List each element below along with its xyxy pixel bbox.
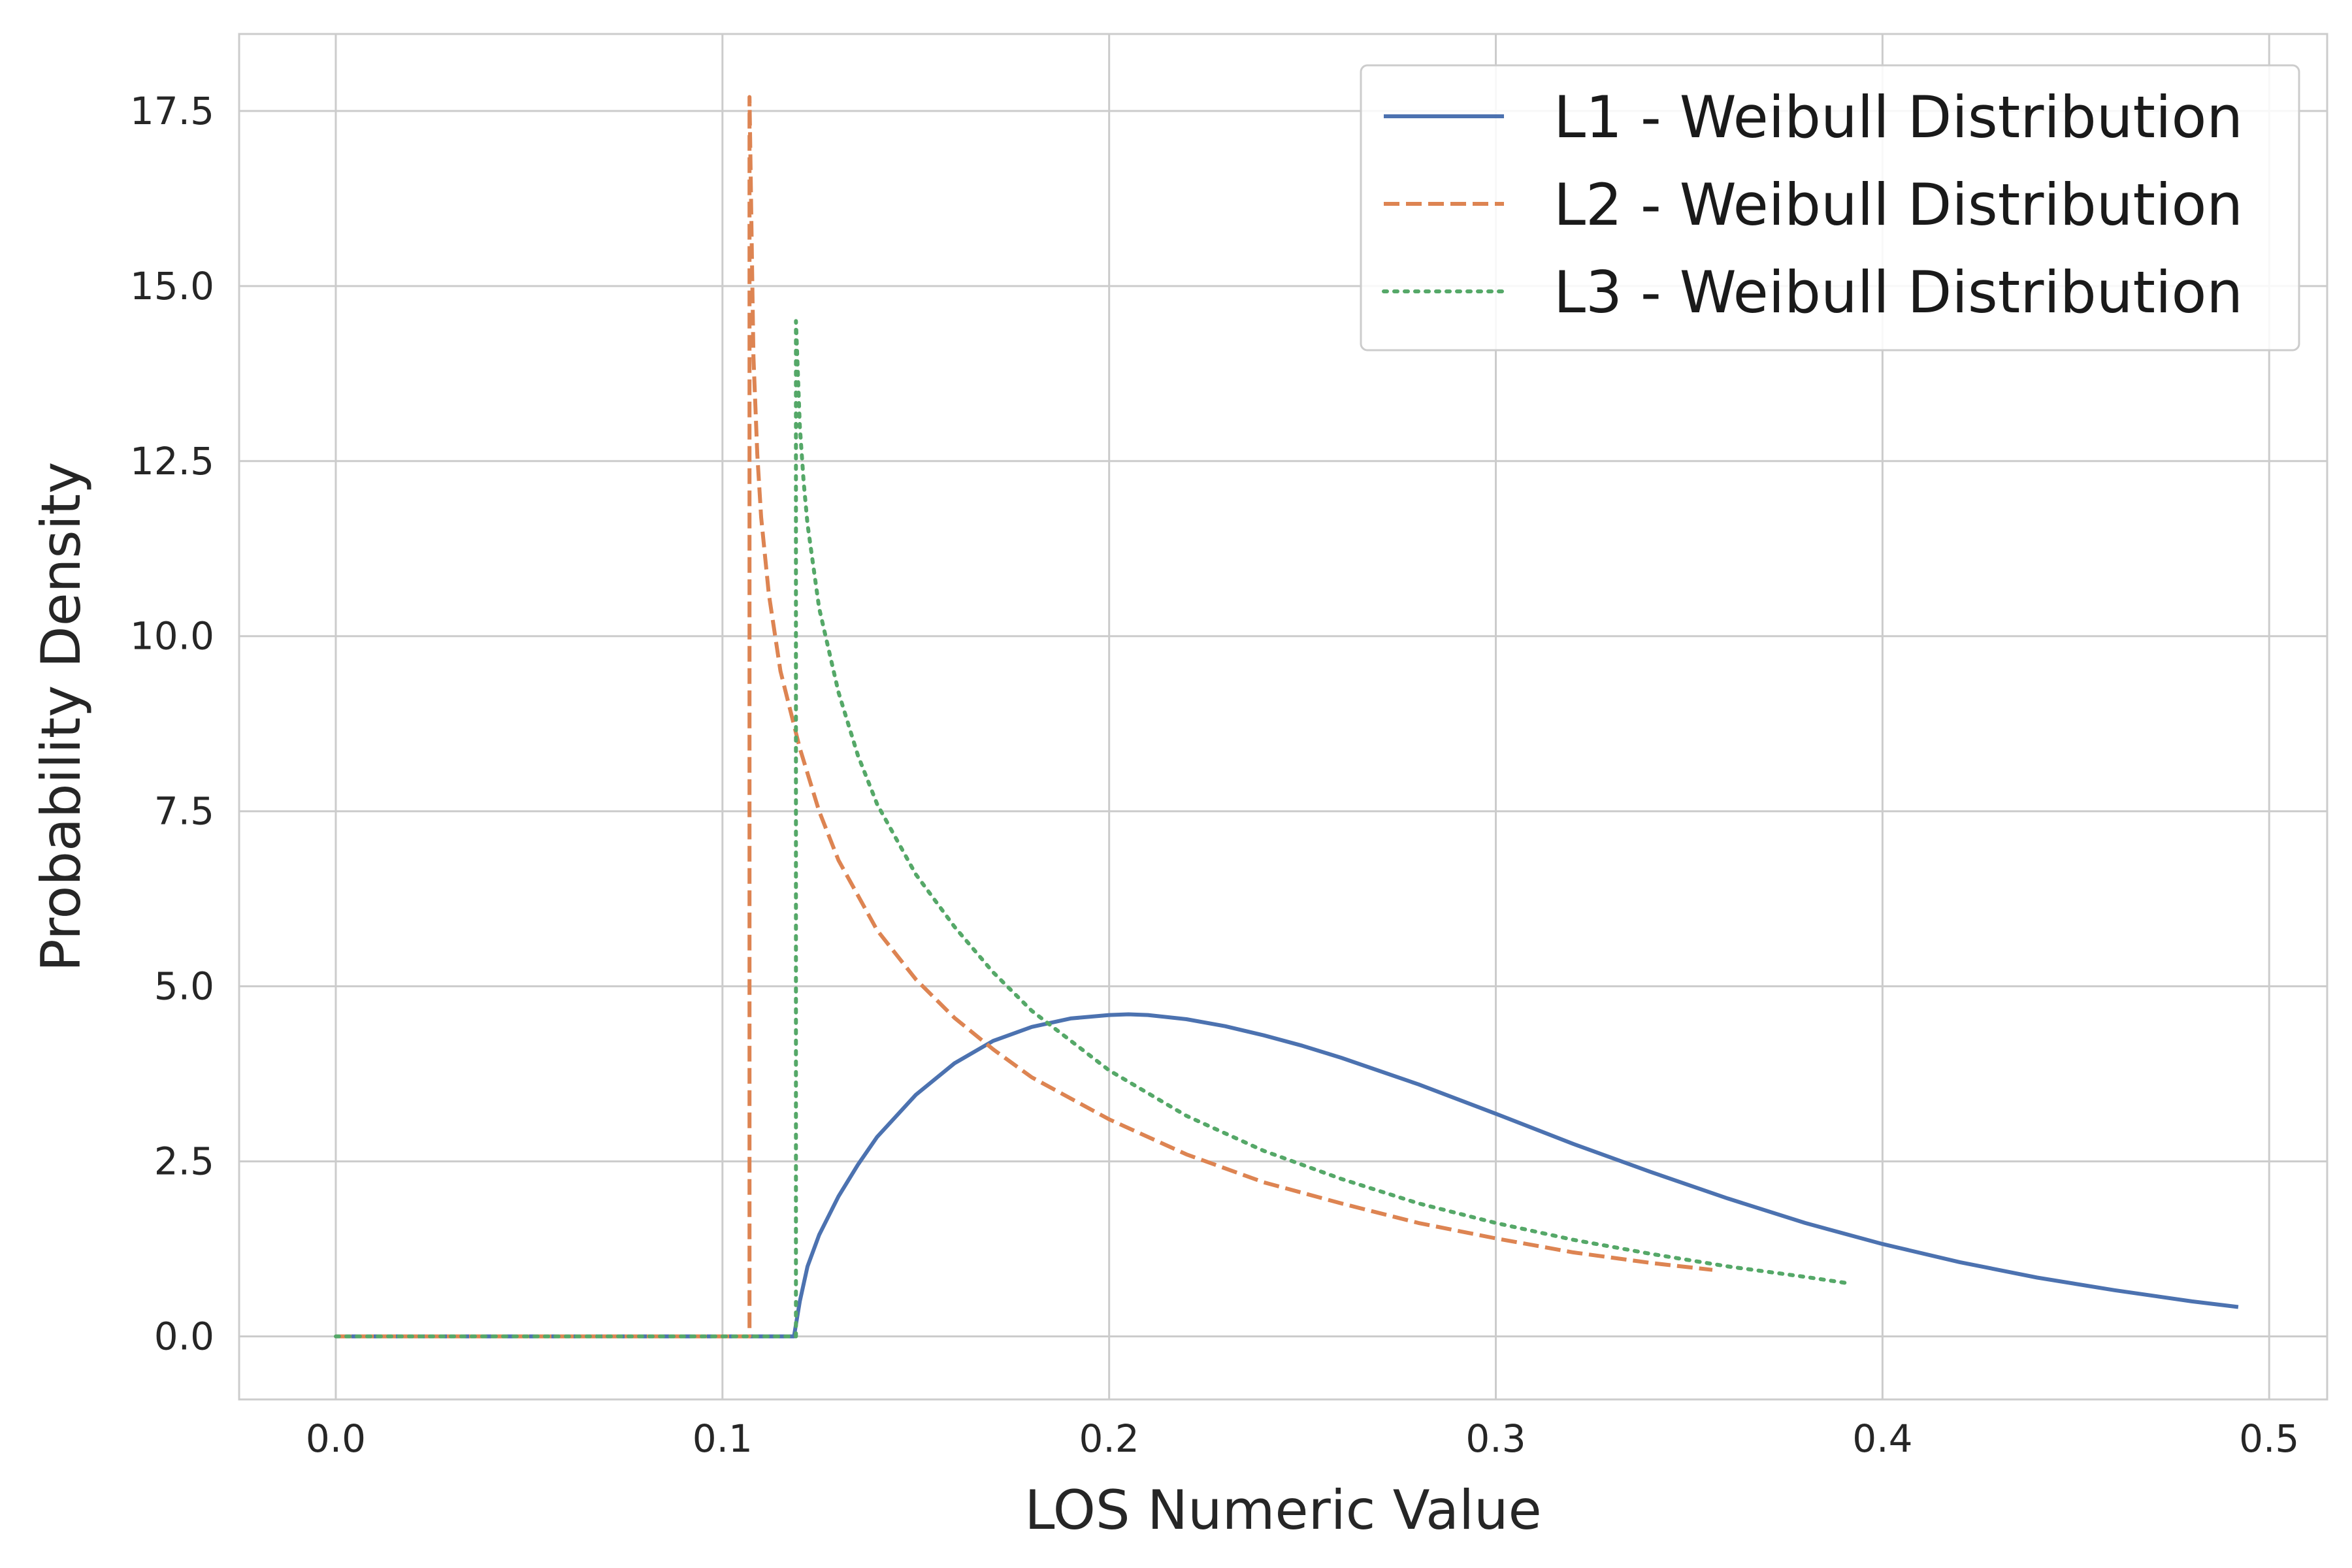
- y-tick-label: 12.5: [130, 439, 214, 483]
- y-tick-label: 15.0: [130, 264, 214, 308]
- series-line-l1: [336, 1012, 2239, 1339]
- x-tick-label: 0.0: [306, 1416, 366, 1461]
- y-tick-label: 0.0: [154, 1315, 214, 1359]
- series-line-l3: [334, 319, 1850, 1339]
- x-tick-label: 0.1: [693, 1416, 753, 1461]
- legend-box: [1360, 64, 2300, 351]
- legend-label-l3: L3 - Weibull Distribution: [1554, 259, 2243, 326]
- y-axis-label: Probability Density: [29, 462, 93, 972]
- y-tick-label: 7.5: [154, 789, 214, 834]
- plot-area-frame: [238, 33, 2328, 1401]
- legend: L1 - Weibull Distribution L2 - Weibull D…: [1360, 64, 2300, 351]
- legend-label-l1: L1 - Weibull Distribution: [1554, 84, 2243, 151]
- tick-labels: 0.0 0.1 0.2 0.3 0.4 0.5 0.0 2.5 5.0 7.5 10.0 12.5 15…: [130, 89, 2299, 1461]
- series-line-l2: [336, 95, 1713, 1339]
- y-tick-label: 2.5: [154, 1139, 214, 1184]
- data-series: [334, 95, 2239, 1339]
- x-tick-label: 0.2: [1079, 1416, 1139, 1461]
- y-tick-label: 17.5: [130, 89, 214, 133]
- x-axis-label: LOS Numeric Value: [1024, 1478, 1541, 1542]
- y-tick-label: 5.0: [154, 964, 214, 1009]
- x-tick-label: 0.4: [1852, 1416, 1912, 1461]
- y-tick-label: 10.0: [130, 614, 214, 659]
- legend-label-l2: L2 - Weibull Distribution: [1554, 171, 2243, 238]
- x-tick-label: 0.3: [1465, 1416, 1526, 1461]
- x-tick-label: 0.5: [2239, 1416, 2299, 1461]
- grid-lines: [239, 34, 2327, 1399]
